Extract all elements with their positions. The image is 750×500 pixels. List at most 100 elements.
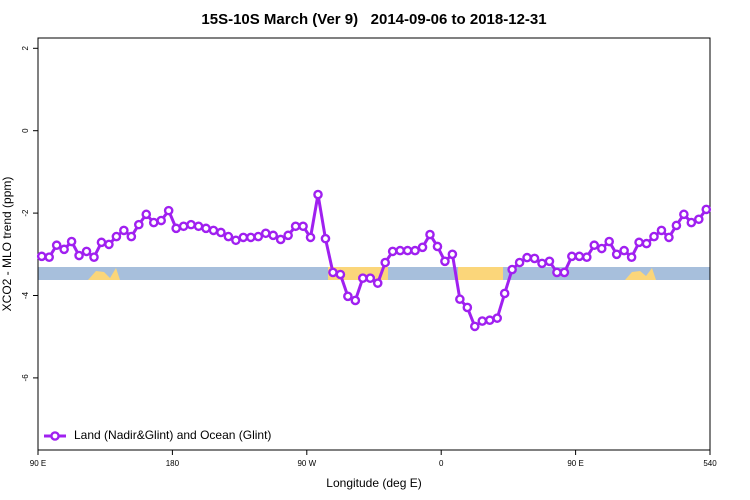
data-point (507, 264, 517, 275)
data-point (604, 236, 615, 247)
data-point (664, 232, 674, 243)
data-point (552, 267, 562, 278)
data-point (133, 219, 144, 230)
data-point (402, 245, 413, 256)
data-point (477, 316, 488, 326)
data-point (44, 252, 55, 262)
data-point (119, 225, 129, 236)
data-point (66, 236, 77, 247)
x-tick-label: 90 W (297, 459, 316, 468)
y-axis-label: XCO2 - MLO trend (ppm) (0, 177, 14, 312)
data-point (679, 209, 689, 220)
y-tick-label: -2 (21, 209, 30, 217)
y-tick-label: 0 (21, 128, 30, 133)
data-point (372, 278, 383, 288)
data-point (350, 295, 361, 306)
data-point (447, 249, 458, 260)
data-point (567, 251, 577, 262)
data-point (201, 223, 211, 234)
data-point (440, 256, 450, 267)
x-tick-label: 90 E (567, 459, 583, 468)
y-tick-label: -4 (21, 291, 30, 299)
data-point (245, 232, 256, 243)
data-point (514, 257, 525, 268)
x-tick-label: 180 (166, 459, 180, 468)
data-point (425, 229, 435, 240)
data-point (634, 237, 644, 248)
data-point (298, 221, 308, 232)
data-point (574, 251, 585, 262)
data-point (260, 228, 271, 239)
data-point (537, 258, 547, 269)
data-point (589, 240, 600, 251)
data-point (74, 250, 84, 261)
data-point (59, 244, 69, 255)
data-point (328, 267, 338, 278)
data-point (559, 267, 570, 278)
data-point (395, 245, 405, 256)
data-point (582, 252, 592, 262)
data-point (163, 205, 174, 216)
data-point (529, 253, 540, 264)
data-point (432, 241, 443, 252)
data-point (96, 237, 107, 248)
data-point (148, 217, 159, 228)
data-point (81, 246, 92, 257)
series (36, 189, 712, 332)
data-point (522, 252, 532, 263)
legend-marker (50, 431, 60, 441)
data-point (111, 231, 122, 242)
chart-title: 15S-10S March (Ver 9) 2014-09-06 to 2018… (201, 11, 546, 28)
land-band (625, 268, 656, 280)
data-point (596, 243, 607, 254)
data-point (492, 313, 503, 323)
land-ocean-band (38, 267, 710, 280)
data-point (216, 227, 226, 238)
land-band (458, 267, 503, 280)
data-point (380, 257, 391, 268)
data-point (701, 204, 712, 215)
data-point (335, 269, 346, 280)
data-point (104, 239, 114, 250)
data-point (469, 321, 480, 332)
data-point (186, 219, 196, 230)
land-band (88, 268, 120, 280)
data-point (238, 232, 249, 243)
y-tick-label: -6 (21, 374, 30, 382)
data-point (253, 231, 264, 242)
legend-label: Land (Nadir&Glint) and Ocean (Glint) (74, 428, 271, 442)
data-point (656, 225, 667, 236)
data-point (357, 273, 368, 283)
data-point (694, 214, 704, 225)
data-point (484, 315, 495, 326)
data-point (544, 256, 555, 267)
data-point (283, 230, 293, 241)
data-point (313, 189, 323, 200)
data-point (499, 288, 510, 299)
y-tick-label: 2 (21, 46, 30, 51)
data-point (641, 238, 652, 249)
data-point (268, 230, 279, 241)
data-point (290, 221, 301, 232)
data-point (275, 234, 286, 245)
data-point (208, 225, 219, 236)
x-tick-label: 540 (703, 459, 717, 468)
x-tick-label: 90 E (30, 459, 46, 468)
data-point (455, 294, 465, 305)
data-point (231, 235, 241, 246)
data-point (365, 273, 376, 283)
data-point (223, 231, 234, 242)
plot-frame (37, 37, 711, 451)
x-axis-label: Longitude (deg E) (326, 476, 421, 490)
data-point (171, 223, 181, 234)
data-point (89, 252, 99, 262)
data-point (619, 245, 629, 256)
data-point (611, 249, 622, 260)
data-point (671, 220, 682, 231)
data-point (320, 233, 331, 244)
data-point (462, 302, 473, 313)
data-point (387, 246, 398, 257)
x-tick-label: 0 (439, 459, 444, 468)
